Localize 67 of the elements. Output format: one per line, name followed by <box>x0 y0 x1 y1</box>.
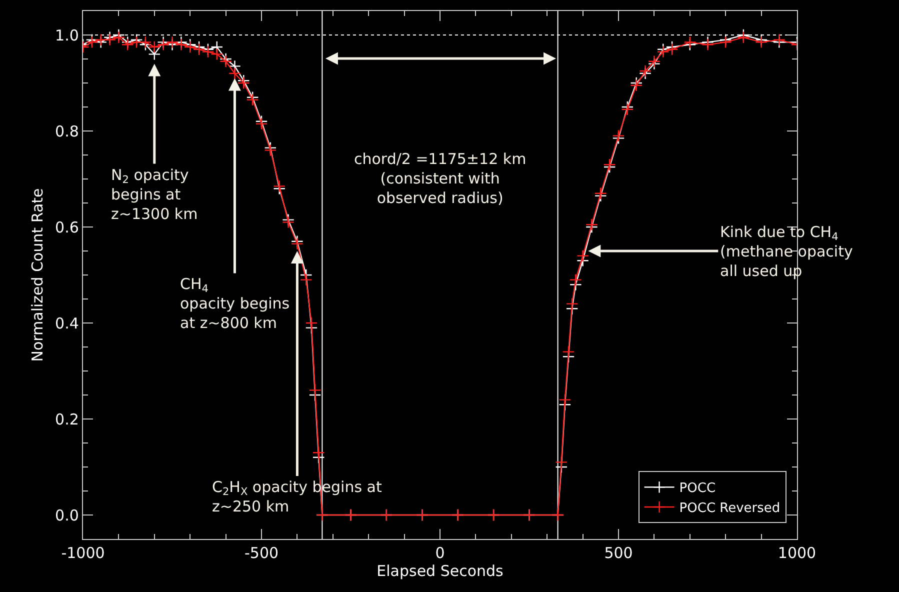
y-axis-title: Normalized Count Rate <box>28 188 46 362</box>
point <box>192 43 206 56</box>
point <box>612 130 625 142</box>
y-tick-label: 1.0 <box>55 26 79 44</box>
point <box>555 456 568 468</box>
point <box>594 187 607 200</box>
y-tick-label: 0.6 <box>55 218 79 236</box>
point <box>130 36 143 48</box>
point <box>255 118 268 130</box>
point <box>184 40 196 54</box>
point <box>264 144 277 156</box>
point <box>755 36 768 48</box>
legend-label: POCC <box>679 481 716 496</box>
point <box>210 48 224 60</box>
point <box>719 36 732 48</box>
point <box>576 250 589 262</box>
point <box>586 218 598 231</box>
point <box>737 31 750 44</box>
y-tick-label: 0.0 <box>55 506 79 524</box>
point <box>121 38 134 51</box>
point <box>291 238 304 250</box>
point <box>684 36 696 48</box>
point <box>237 76 250 90</box>
x-tick-label: -1000 <box>61 544 105 562</box>
point <box>648 55 660 68</box>
point <box>139 36 152 48</box>
point <box>566 298 578 310</box>
point <box>273 180 286 192</box>
point <box>202 46 214 58</box>
point <box>656 46 670 58</box>
point <box>246 94 259 106</box>
point <box>621 103 634 116</box>
point <box>630 79 643 92</box>
point <box>772 34 786 46</box>
annotation: CH$_{4}$ opacity begins at z~800 km <box>180 275 290 332</box>
x-tick-label: -500 <box>244 544 279 562</box>
point <box>666 43 678 56</box>
point <box>228 67 241 80</box>
point <box>174 38 188 51</box>
point <box>569 274 582 286</box>
point <box>166 36 178 48</box>
point <box>282 216 294 228</box>
point <box>603 158 616 171</box>
x-axis-title: Elapsed Seconds <box>376 562 504 580</box>
point <box>312 446 325 459</box>
annotation: chord/2 =1175±12 km (consistent with observed radius) <box>354 150 526 207</box>
x-tick-label: 1000 <box>778 544 816 562</box>
x-tick-label: 0 <box>435 544 445 562</box>
point <box>639 64 652 78</box>
point <box>157 38 170 51</box>
point <box>308 384 322 396</box>
point <box>220 55 232 68</box>
y-tick-label: 0.2 <box>55 410 79 428</box>
y-tick-label: 0.4 <box>55 314 79 332</box>
point <box>86 36 98 48</box>
point <box>112 31 125 44</box>
point <box>305 316 318 330</box>
x-tick-label: 500 <box>604 544 633 562</box>
point <box>300 274 312 286</box>
annotation: N$_{2}$ opacity begins at z~1300 km <box>111 166 198 223</box>
point <box>558 394 572 406</box>
y-tick-label: 0.8 <box>55 122 79 140</box>
legend-label: POCC Reversed <box>679 501 780 516</box>
point <box>702 38 714 51</box>
point <box>148 40 161 54</box>
point <box>562 346 575 358</box>
point <box>104 34 116 46</box>
